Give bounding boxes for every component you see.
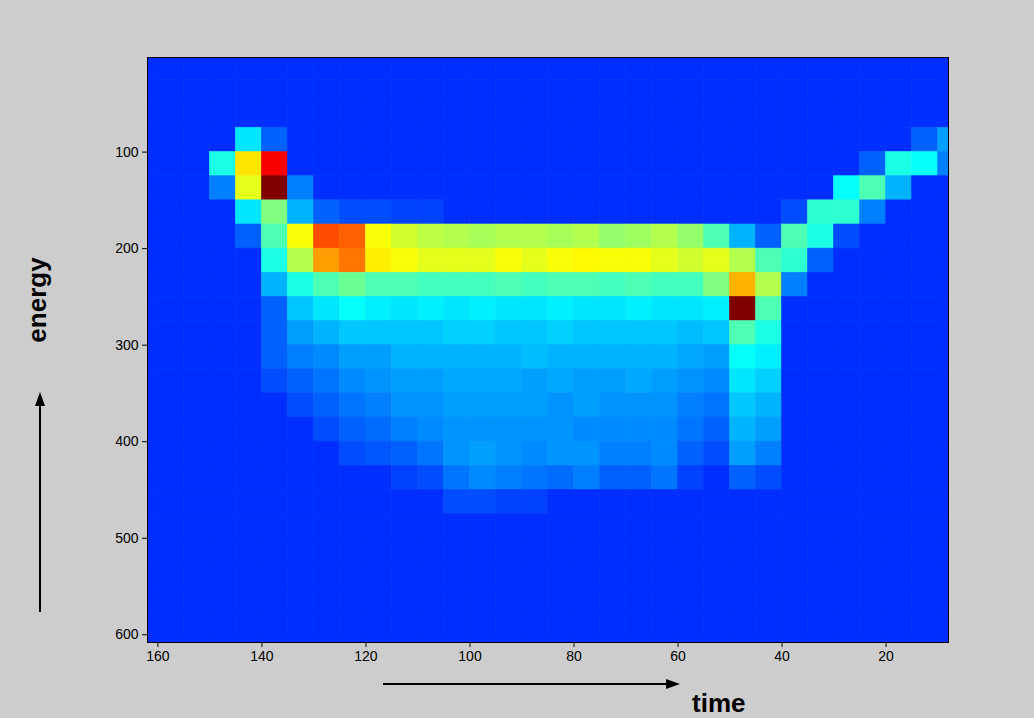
svg-text:60: 60 [670, 648, 686, 664]
svg-text:80: 80 [566, 648, 582, 664]
svg-text:100: 100 [458, 648, 482, 664]
svg-text:40: 40 [774, 648, 790, 664]
svg-text:500: 500 [115, 530, 139, 546]
svg-text:400: 400 [115, 433, 139, 449]
svg-text:time: time [692, 688, 745, 718]
svg-text:200: 200 [115, 240, 139, 256]
svg-text:120: 120 [354, 648, 378, 664]
svg-text:300: 300 [115, 337, 139, 353]
svg-text:energy: energy [22, 257, 52, 343]
svg-text:160: 160 [146, 648, 170, 664]
svg-text:140: 140 [250, 648, 274, 664]
svg-text:100: 100 [115, 144, 139, 160]
svg-text:600: 600 [115, 626, 139, 642]
svg-text:20: 20 [878, 648, 894, 664]
